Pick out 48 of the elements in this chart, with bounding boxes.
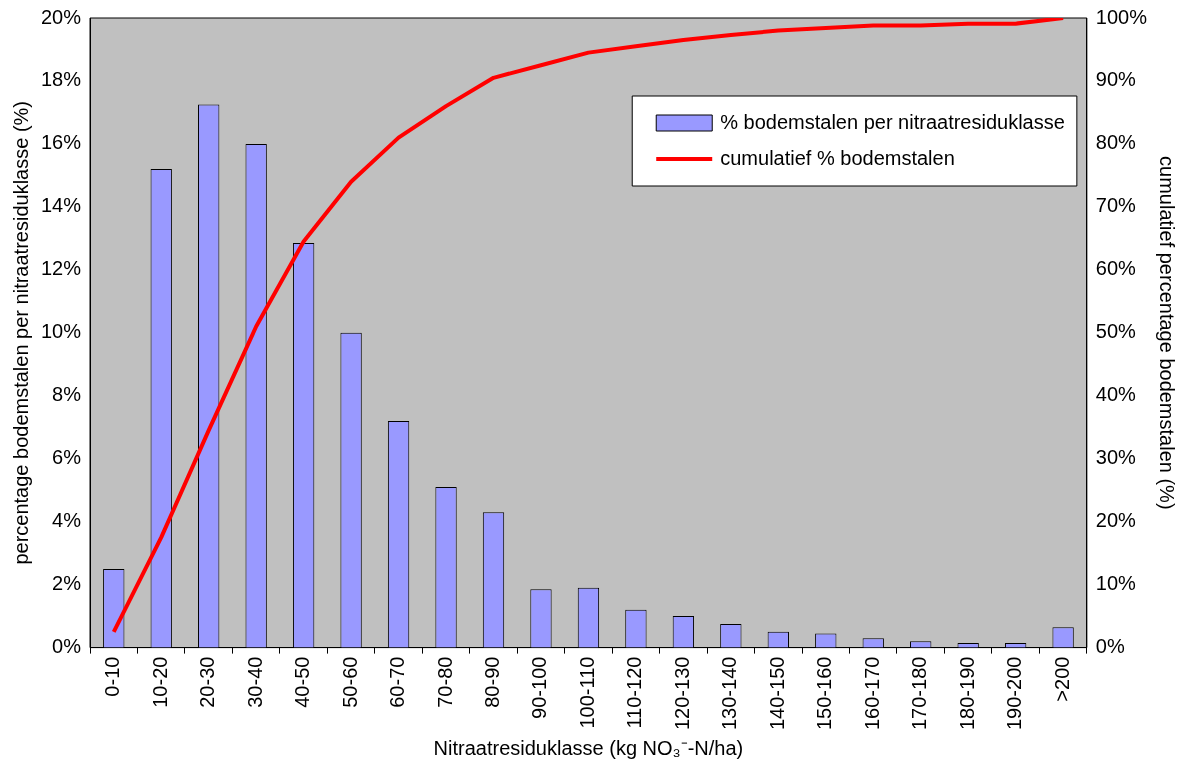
y-tick-label: 20% (41, 5, 82, 28)
y2-axis-title: cumulatief percentage bodemstalen (%) (1156, 156, 1179, 510)
y-tick-label: 6% (52, 446, 82, 469)
y-tick-label: 16% (41, 131, 82, 154)
x-tick-label: 150-160 (813, 656, 836, 731)
x-tick-label: 0-10 (101, 656, 124, 697)
x-tick-label: 120-130 (670, 656, 693, 731)
y2-tick-label: 90% (1095, 68, 1137, 91)
y2-tick-label: 40% (1095, 383, 1137, 406)
x-tick-label: 140-150 (765, 656, 788, 731)
x-tick-label: 90-100 (528, 656, 551, 719)
y-axis-title: percentage bodemstalen per nitraatresiduklasse (%) (9, 101, 32, 565)
x-tick-label: 170-180 (908, 656, 931, 731)
x-tick-label: 70-80 (433, 656, 456, 708)
y-tick-label: 10% (41, 320, 82, 343)
y-tick-label: 0% (52, 635, 82, 658)
y-tick-label: 4% (52, 509, 82, 532)
y2-tick-label: 30% (1095, 446, 1137, 469)
y-tick-label: 14% (41, 194, 82, 217)
y-tick-label: 2% (52, 572, 82, 595)
x-tick-label: 100-110 (575, 656, 598, 729)
x-tick-label: 80-90 (481, 656, 504, 708)
legend-label: cumulatief % bodemstalen (720, 146, 955, 169)
x-tick-label: 40-50 (291, 656, 314, 708)
y2-tick-label: 10% (1095, 572, 1137, 595)
y2-tick-label: 80% (1095, 131, 1137, 154)
y2-tick-label: 70% (1095, 194, 1137, 217)
x-tick-label: >200 (1050, 656, 1073, 702)
x-tick-label: 20-30 (196, 656, 219, 708)
y2-tick-label: 100% (1095, 5, 1148, 28)
legend-label: % bodemstalen per nitraatresiduklasse (720, 110, 1065, 133)
x-tick-label: 10-20 (148, 656, 171, 708)
x-tick-label: 160-170 (860, 656, 883, 731)
x-tick-label: 110-120 (623, 656, 646, 729)
y2-tick-label: 60% (1095, 257, 1137, 280)
y2-tick-label: 20% (1095, 509, 1137, 532)
y-tick-label: 12% (41, 257, 82, 280)
x-tick-label: 50-60 (338, 656, 361, 708)
x-axis-title: Nitraatresiduklasse (kg NO₃⁻-N/ha) (433, 736, 744, 759)
y2-tick-label: 0% (1095, 635, 1125, 658)
y-tick-label: 8% (52, 383, 82, 406)
x-tick-label: 190-200 (1003, 656, 1026, 731)
y-tick-label: 18% (41, 68, 82, 91)
x-tick-label: 30-40 (243, 656, 266, 708)
y2-tick-label: 50% (1095, 320, 1137, 343)
x-tick-label: 180-190 (955, 656, 978, 731)
x-tick-label: 130-140 (718, 656, 741, 731)
x-tick-label: 60-70 (386, 656, 409, 708)
